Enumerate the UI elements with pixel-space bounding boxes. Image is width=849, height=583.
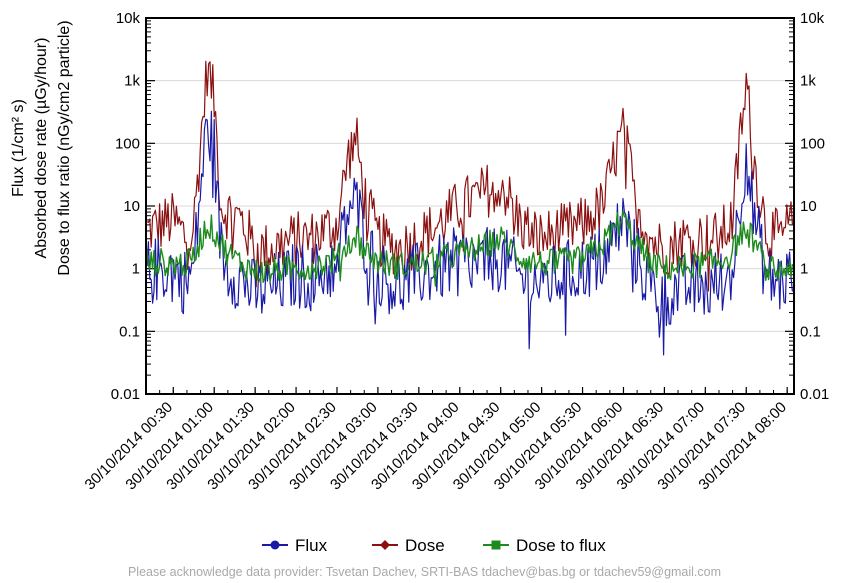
legend-marker-circle bbox=[270, 540, 280, 550]
y-tick-label-left: 0.1 bbox=[119, 323, 140, 340]
legend: Flux Dose Dose to flux bbox=[262, 536, 606, 555]
y-axis-title: Flux (1/cm² s) Absorbed dose rate (µGy/ho… bbox=[10, 20, 73, 275]
y-tick-label-right: 10k bbox=[800, 10, 825, 27]
y-axis-title-line: Flux (1/cm² s) bbox=[10, 99, 27, 197]
y-tick-label-left: 100 bbox=[115, 135, 140, 152]
series-line-dose-to-flux bbox=[146, 210, 794, 287]
y-tick-label-left: 10 bbox=[123, 198, 140, 215]
y-tick-label-right: 0.01 bbox=[800, 386, 829, 403]
legend-label: Dose bbox=[405, 536, 445, 555]
data-provider-footer: Please acknowledge data provider: Tsveta… bbox=[127, 565, 722, 579]
y-axis-title-line: Absorbed dose rate (µGy/hour) bbox=[33, 38, 50, 259]
grid-layer bbox=[146, 80, 794, 332]
y-tick-label-right: 100 bbox=[800, 135, 825, 152]
y-tick-label-right: 10 bbox=[800, 198, 817, 215]
plot-frame bbox=[145, 17, 795, 395]
y-tick-label-left: 1k bbox=[124, 73, 140, 90]
series-layer bbox=[146, 60, 794, 356]
legend-label: Dose to flux bbox=[516, 536, 606, 555]
y-axis-title-line: Dose to flux ratio (nGy/cm2 particle) bbox=[56, 20, 73, 275]
y-tick-label-right: 0.1 bbox=[800, 323, 821, 340]
legend-marker-diamond bbox=[380, 540, 390, 550]
y-tick-label-left: 1 bbox=[132, 261, 140, 278]
y-tick-label-right: 1k bbox=[800, 73, 816, 90]
y-tick-label-left: 10k bbox=[116, 10, 141, 27]
legend-label: Flux bbox=[295, 536, 328, 555]
y-tick-label-right: 1 bbox=[800, 261, 808, 278]
legend-marker-square bbox=[491, 540, 501, 550]
y-tick-label-left: 0.01 bbox=[111, 386, 140, 403]
